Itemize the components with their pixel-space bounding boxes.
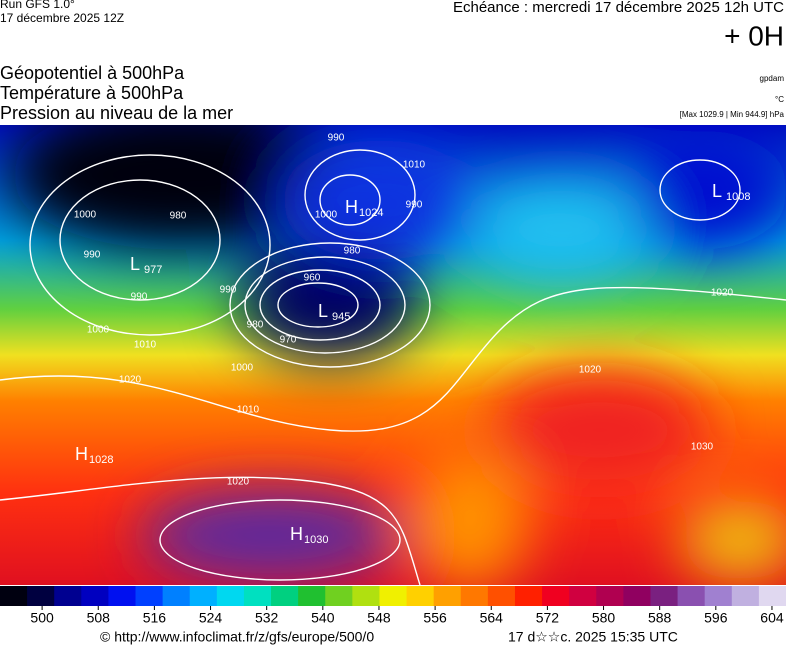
center-letter: H <box>345 197 358 217</box>
colorbar-swatch <box>0 586 28 606</box>
colorbar-label: 604 <box>760 610 784 626</box>
center-letter: L <box>130 254 140 274</box>
colorbar-label: 556 <box>423 610 447 626</box>
colorbar-swatch <box>352 586 380 606</box>
isobar-label: 1020 <box>119 375 142 386</box>
center-value: 1028 <box>89 454 113 466</box>
center-value: 945 <box>332 311 350 323</box>
source: © http://www.infoclimat.fr/z/gfs/europe/… <box>100 629 374 645</box>
unit: gpdam <box>760 74 785 83</box>
isobar-label: 1000 <box>87 325 110 336</box>
colorbar-swatch <box>677 586 706 606</box>
colorbar-swatch <box>325 586 353 606</box>
colorbar-label: 572 <box>536 610 560 626</box>
colorbar-label: 548 <box>367 610 391 626</box>
isobar-label: 1000 <box>231 363 254 374</box>
center-letter: L <box>318 301 328 321</box>
colorbar-swatch <box>298 586 326 606</box>
colorbar-swatch <box>514 586 543 606</box>
center-letter: H <box>75 444 88 464</box>
center-value: 1008 <box>726 191 750 203</box>
isobar-label: 1000 <box>315 210 338 221</box>
title: Géopotentiel à 500hPa <box>0 63 185 83</box>
pressure-range: [Max 1029.9 | Min 944.9] hPa <box>680 110 785 119</box>
isobar-label: 1020 <box>227 477 250 488</box>
isobar-label: 1020 <box>579 365 602 376</box>
isobar-label: 990 <box>406 200 423 211</box>
colorbar-label: 508 <box>87 610 111 626</box>
colorbar-label: 540 <box>311 610 335 626</box>
colorbar-swatch <box>27 586 55 606</box>
colorbar-swatch <box>216 586 245 606</box>
colorbar-label: 500 <box>30 610 54 626</box>
isobar-label: 970 <box>280 335 297 346</box>
colorbar-swatch <box>162 586 191 606</box>
colorbar-swatch <box>569 586 597 606</box>
isobar-label: 990 <box>131 292 148 303</box>
isobar-label: 1000 <box>74 210 97 221</box>
colorbar-swatch <box>704 586 733 606</box>
colorbar-swatch <box>271 586 299 606</box>
run-date: 17 décembre 2025 12Z <box>0 11 124 25</box>
colorbar-label: 532 <box>255 610 279 626</box>
offset: + 0H <box>724 20 784 51</box>
timestamp: 17 d☆☆c. 2025 15:35 UTC <box>508 629 678 645</box>
isobar-label: 1010 <box>403 160 426 171</box>
colorbar-swatch <box>135 586 164 606</box>
colorbar-label: 580 <box>592 610 616 626</box>
isobar-label: 980 <box>247 320 264 331</box>
center-value: 1030 <box>304 534 328 546</box>
center-letter: L <box>712 181 722 201</box>
title: Pression au niveau de la mer <box>0 103 233 123</box>
isobar-label: 990 <box>84 250 101 261</box>
run: Run GFS 1.0° <box>0 0 75 11</box>
colorbar-label: 516 <box>143 610 167 626</box>
center-value: 977 <box>144 264 162 276</box>
echeance: Echéance : mercredi 17 décembre 2025 12h… <box>453 0 784 16</box>
colorbar-label: 588 <box>648 610 672 626</box>
colorbar-swatch <box>731 586 760 606</box>
unit: °C <box>775 95 784 104</box>
isobar-label: 1030 <box>691 442 714 453</box>
colorbar-swatch <box>54 586 82 606</box>
title: Température à 500hPa <box>0 83 184 103</box>
isobar-label: 990 <box>220 285 237 296</box>
isobar-label: 1010 <box>237 405 260 416</box>
colorbar-swatch <box>650 586 679 606</box>
colorbar-swatch <box>406 586 435 606</box>
colorbar-swatch <box>379 586 408 606</box>
colorbar-swatch <box>542 586 570 606</box>
colorbar-swatch <box>81 586 109 606</box>
colorbar-swatch <box>189 586 218 606</box>
colorbar-swatch <box>596 586 624 606</box>
colorbar-swatch <box>433 586 462 606</box>
isobar-label: 1020 <box>711 288 734 299</box>
colorbar-swatch <box>623 586 651 606</box>
colorbar-label: 596 <box>704 610 728 626</box>
isobar-label: 980 <box>170 211 187 222</box>
colorbar-swatch <box>108 586 137 606</box>
colorbar-swatch <box>487 586 516 606</box>
colorbar-label: 564 <box>480 610 504 626</box>
isobar-label: 980 <box>344 246 361 257</box>
colorbar-swatch <box>243 586 272 606</box>
map <box>0 125 786 585</box>
center-letter: H <box>290 524 303 544</box>
isobar-label: 1010 <box>134 340 157 351</box>
colorbar-swatch <box>460 586 489 606</box>
colorbar-swatch <box>758 586 786 606</box>
center-value: 1024 <box>359 207 383 219</box>
isobar-label: 960 <box>304 273 321 284</box>
colorbar-label: 524 <box>199 610 223 626</box>
isobar-label: 990 <box>328 133 345 144</box>
